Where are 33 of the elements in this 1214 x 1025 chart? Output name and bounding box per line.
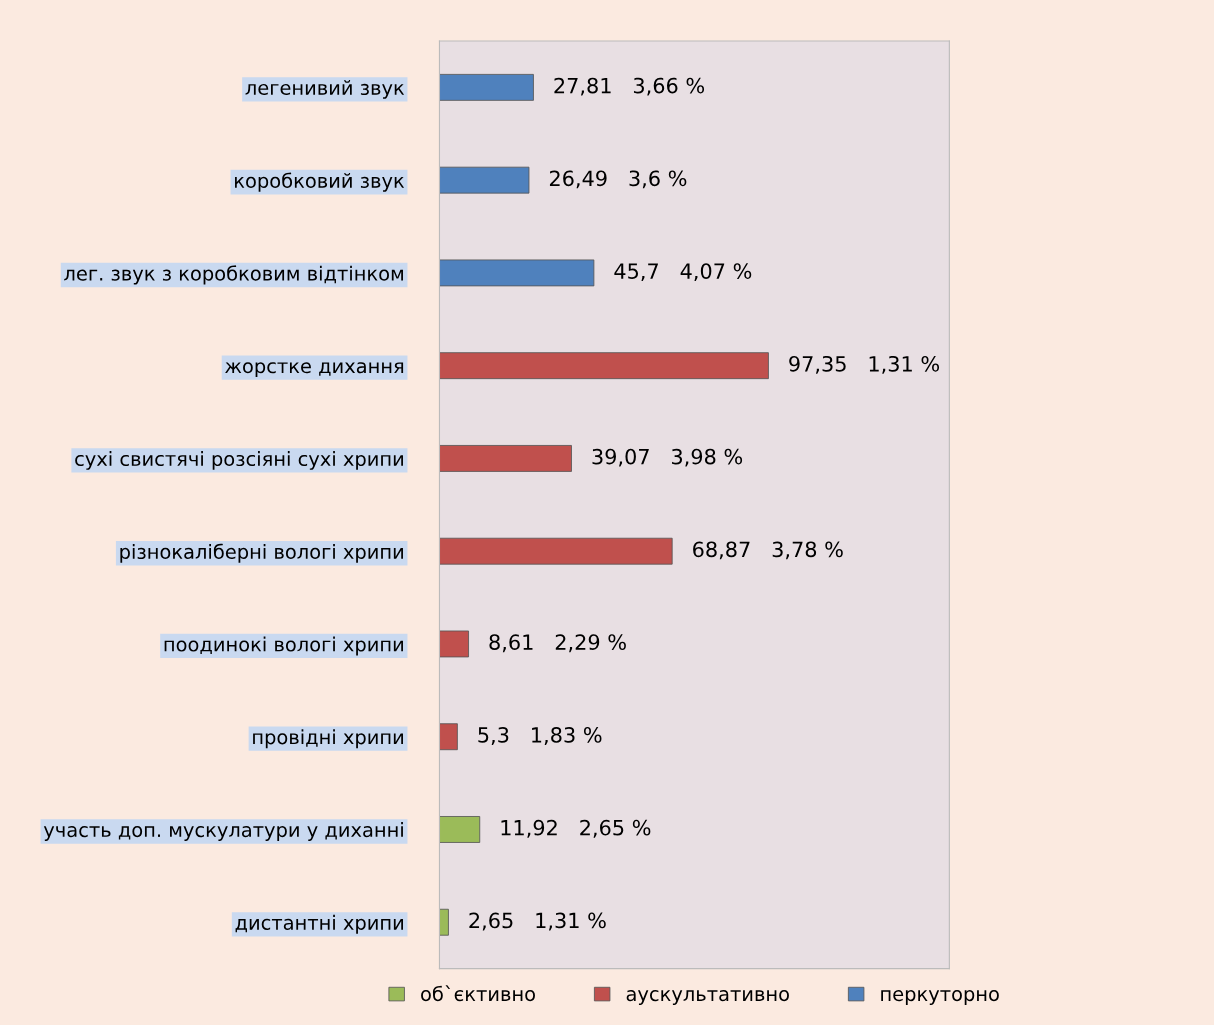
data-label: 26,49 3,6 %: [549, 170, 687, 189]
data-label: 8,61 2,29 %: [489, 634, 626, 653]
y-tick-label: провідні хрипи: [253, 729, 403, 749]
bar: [439, 259, 595, 287]
legend-label: аускультативно: [626, 990, 789, 1005]
bar: [439, 352, 769, 380]
y-tick-label: коробковий звук: [235, 172, 405, 192]
bar: [439, 816, 481, 843]
data-label: 68,87 3,78 %: [693, 541, 843, 560]
y-tick-label: поодинокі вологі хрипи: [164, 636, 403, 656]
data-label: 45,7 4,07 %: [614, 263, 752, 282]
bar: [439, 166, 530, 194]
data-label: 5,3 1,83 %: [478, 727, 602, 745]
bar: [439, 537, 673, 565]
data-label: 97,35 1,31 %: [789, 355, 940, 374]
y-tick-label: участь доп. мускулатури у диханні: [43, 822, 403, 841]
data-label: 39,07 3,98 %: [592, 448, 743, 467]
bar: [439, 73, 534, 101]
y-tick-label: різнокаліберні вологі хрипи: [120, 543, 403, 563]
bar: [439, 445, 572, 472]
y-tick-label: дистантні хрипи: [235, 914, 403, 934]
bar: [439, 723, 458, 751]
y-tick-label: жорстке дихання: [225, 362, 404, 378]
data-label: 27,81 3,66 %: [554, 77, 705, 96]
bar: [439, 630, 469, 658]
legend-label: об`єктивно: [421, 985, 535, 1002]
y-tick-label: лег. звук з коробковим відтінком: [64, 265, 403, 285]
bar: [439, 908, 449, 936]
data-label: 11,92 2,65 %: [501, 819, 651, 838]
y-tick-label: сухі свистячі розсіяні сухі хрипи: [75, 451, 403, 470]
data-label: 2,65 1,31 %: [469, 912, 606, 931]
y-tick-label: легенивий звук: [245, 80, 405, 99]
legend-label: перкуторно: [881, 990, 999, 1005]
